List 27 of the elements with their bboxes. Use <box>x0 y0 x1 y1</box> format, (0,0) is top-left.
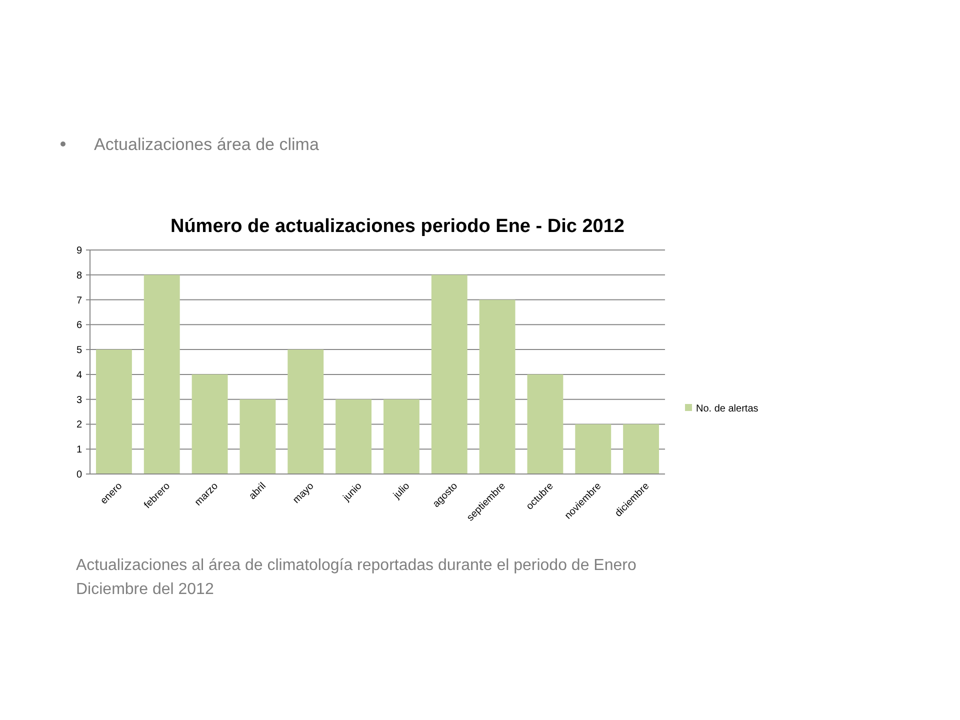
bar <box>192 374 228 474</box>
y-tick-label: 3 <box>76 394 82 406</box>
bar <box>479 300 516 474</box>
y-tick-label: 5 <box>76 345 82 356</box>
bar <box>431 274 468 474</box>
text: Actualizaciones área de clima <box>94 135 320 154</box>
y-tick-label: 4 <box>76 370 82 381</box>
y-tick-label: 7 <box>76 295 82 306</box>
bar <box>240 399 276 474</box>
bar <box>144 274 180 474</box>
y-tick-label: 2 <box>76 420 82 431</box>
y-tick-label: 1 <box>76 444 82 456</box>
chart-title: Número de actualizaciones periodo Ene - Dic 2012 <box>170 216 625 237</box>
text: Actualizaciones al área de climatología reportadas durante el periodo de Enero Diciembre del 2012 <box>76 557 636 598</box>
y-tick-label: 9 <box>76 246 82 256</box>
legend-label: No. de alertas <box>696 404 758 414</box>
bar <box>623 424 660 474</box>
y-tick-label: 8 <box>76 270 82 282</box>
y-tick-label: 6 <box>76 320 82 332</box>
x-tick-label: julio <box>390 480 412 502</box>
bar <box>288 350 324 474</box>
bar <box>575 424 612 474</box>
bar <box>383 399 420 474</box>
bar <box>336 399 372 474</box>
bar <box>96 350 132 474</box>
y-tick-label: 0 <box>76 470 82 480</box>
bar <box>527 374 564 474</box>
